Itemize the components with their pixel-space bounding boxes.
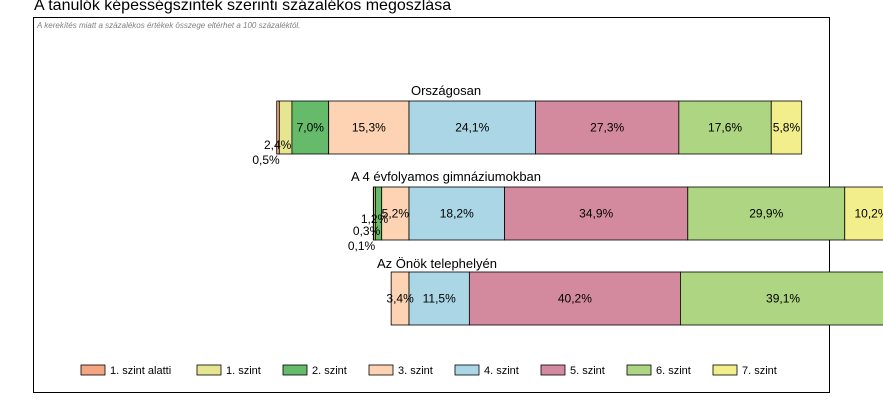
legend-label-7: 6. szint bbox=[656, 365, 691, 377]
legend-swatch-6 bbox=[540, 364, 566, 376]
data-label-3-5: 11,5% bbox=[423, 292, 456, 306]
data-label-1-8: 5,8% bbox=[773, 121, 801, 135]
page-title: A tanulók képességszintek szerinti száza… bbox=[34, 0, 452, 14]
group-title-2: A 4 évfolyamos gimnáziumokban bbox=[351, 169, 541, 184]
data-label-2-8: 10,2% bbox=[855, 207, 883, 221]
data-label-1-6: 27,3% bbox=[590, 121, 624, 135]
legend-swatch-5 bbox=[454, 364, 480, 376]
data-label-2-5: 18,2% bbox=[440, 207, 474, 221]
data-label-1-4: 15,3% bbox=[352, 121, 386, 135]
group-title-3: Az Önök telephelyén bbox=[377, 256, 497, 271]
data-label-2-4: 5,2% bbox=[382, 207, 410, 221]
data-label-2-7: 29,9% bbox=[749, 207, 783, 221]
legend-swatch-4 bbox=[368, 364, 394, 376]
legend-label-3: 2. szint bbox=[312, 365, 347, 377]
legend-swatch-8 bbox=[712, 364, 738, 376]
data-label-1-1: 0,5% bbox=[252, 153, 280, 167]
bar-segment-1-4 bbox=[328, 100, 410, 155]
bar-segment-3-6 bbox=[468, 271, 681, 326]
legend-label-8: 7. szint bbox=[742, 365, 777, 377]
bar-segment-3-7 bbox=[680, 271, 883, 326]
bar-segment-2-4 bbox=[381, 186, 410, 241]
data-label-3-4: 3,4% bbox=[386, 292, 414, 306]
data-label-1-3: 7,0% bbox=[297, 121, 325, 135]
data-label-1-7: 17,6% bbox=[708, 121, 742, 135]
data-label-1-2: 2,4% bbox=[264, 138, 292, 152]
group-title-1: Országosan bbox=[411, 83, 481, 98]
data-label-3-7: 39,1% bbox=[766, 292, 800, 306]
legend-label-4: 3. szint bbox=[398, 365, 433, 377]
data-label-2-3: 1,2% bbox=[361, 212, 389, 226]
bar-segment-2-7 bbox=[687, 186, 846, 241]
data-label-3-6: 40,2% bbox=[558, 292, 592, 306]
legend-label-2: 1. szint bbox=[226, 365, 261, 377]
rounding-note: A kerekítés miatt a százalékos értékek ö… bbox=[37, 21, 301, 30]
bar-segment-3-5 bbox=[408, 271, 470, 326]
data-label-2-2: 0,3% bbox=[353, 224, 381, 238]
legend-swatch-7 bbox=[626, 364, 652, 376]
legend-swatch-3 bbox=[282, 364, 308, 376]
data-label-1-5: 24,1% bbox=[455, 121, 489, 135]
bar-segment-1-3 bbox=[291, 100, 330, 155]
bar-segment-1-8 bbox=[770, 100, 803, 155]
legend-swatch-1 bbox=[80, 364, 106, 376]
legend-label-5: 4. szint bbox=[484, 365, 519, 377]
bar-segment-2-8 bbox=[844, 186, 883, 241]
legend-label-6: 5. szint bbox=[570, 365, 605, 377]
legend-label-1: 1. szint alatti bbox=[110, 365, 171, 377]
data-label-2-6: 34,9% bbox=[579, 207, 613, 221]
data-label-2-1: 0,1% bbox=[348, 239, 376, 253]
bar-segment-1-5 bbox=[408, 100, 536, 155]
bar-segment-2-6 bbox=[504, 186, 689, 241]
legend-swatch-2 bbox=[196, 364, 222, 376]
